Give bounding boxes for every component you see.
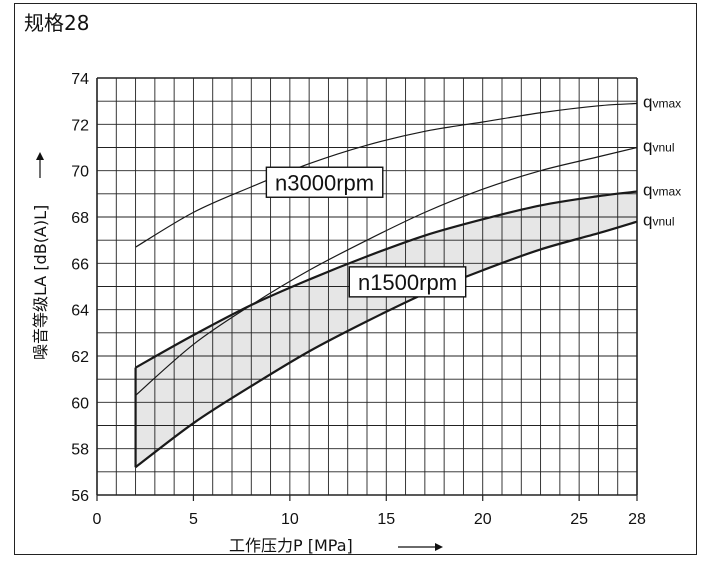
y-tick-label: 70 [71, 164, 89, 181]
series-line-n1500rpm-qvmax [135, 190, 638, 369]
y-axis-title-group: 噪音等级LA [dB(A)L] [31, 152, 50, 360]
x-axis-title: 工作压力P [MPa] [229, 536, 353, 555]
speed-annotations: n3000rpm n1500rpm [265, 166, 467, 298]
x-tick-label: 5 [189, 511, 198, 528]
chart-frame [14, 3, 697, 555]
y-tick-label: 68 [71, 210, 89, 227]
x-tick-label: 25 [570, 511, 588, 528]
series-line-n1500rpm-qvnul [134, 220, 638, 469]
y-tick-label: 74 [71, 71, 89, 88]
y-tick-label: 56 [71, 488, 89, 505]
x-tick-label: 10 [281, 511, 299, 528]
curve-end-label: qvnul [643, 211, 674, 230]
x-axis-arrow-head [435, 543, 443, 551]
series-line-n3000rpm-qvmax [135, 102, 638, 248]
x-tick-label: 15 [377, 511, 395, 528]
y-tick-label: 58 [71, 442, 89, 459]
annotation-label: n3000rpm [275, 170, 374, 195]
band-fill-n1500rpm [135, 191, 637, 468]
grid [96, 77, 638, 501]
curve-end-label: qvmax [643, 92, 681, 111]
y-tick-label: 60 [71, 395, 89, 412]
x-tick-label: 0 [93, 511, 102, 528]
x-tick-label: 20 [474, 511, 492, 528]
x-tick-label: 28 [628, 511, 646, 528]
y-tick-label: 66 [71, 256, 89, 273]
annotation-label: n1500rpm [358, 270, 457, 295]
y-axis-arrow-head [36, 152, 44, 160]
x-axis-title-group: 工作压力P [MPa] [229, 536, 443, 555]
curve-end-labels: qvmax qvnul qvmax qvnul [643, 92, 681, 229]
annotation-box [348, 266, 467, 298]
curve-end-label: qvmax [643, 181, 681, 200]
series-line-n3000rpm-qvnul [135, 146, 638, 396]
annotation-box [265, 166, 384, 198]
series-lines [134, 102, 638, 469]
band-n1500rpm [135, 191, 637, 468]
curve-end-label: qvnul [643, 137, 674, 156]
y-axis-title: 噪音等级LA [dB(A)L] [31, 205, 50, 360]
y-tick-label: 64 [71, 303, 89, 320]
y-tick-label: 72 [71, 117, 89, 134]
y-tick-label: 62 [71, 349, 89, 366]
tick-labels: 0 5 10 15 20 25 28 56 58 60 62 64 66 68 70 72 74 [71, 71, 646, 528]
chart-title: 规格28 [24, 11, 89, 35]
